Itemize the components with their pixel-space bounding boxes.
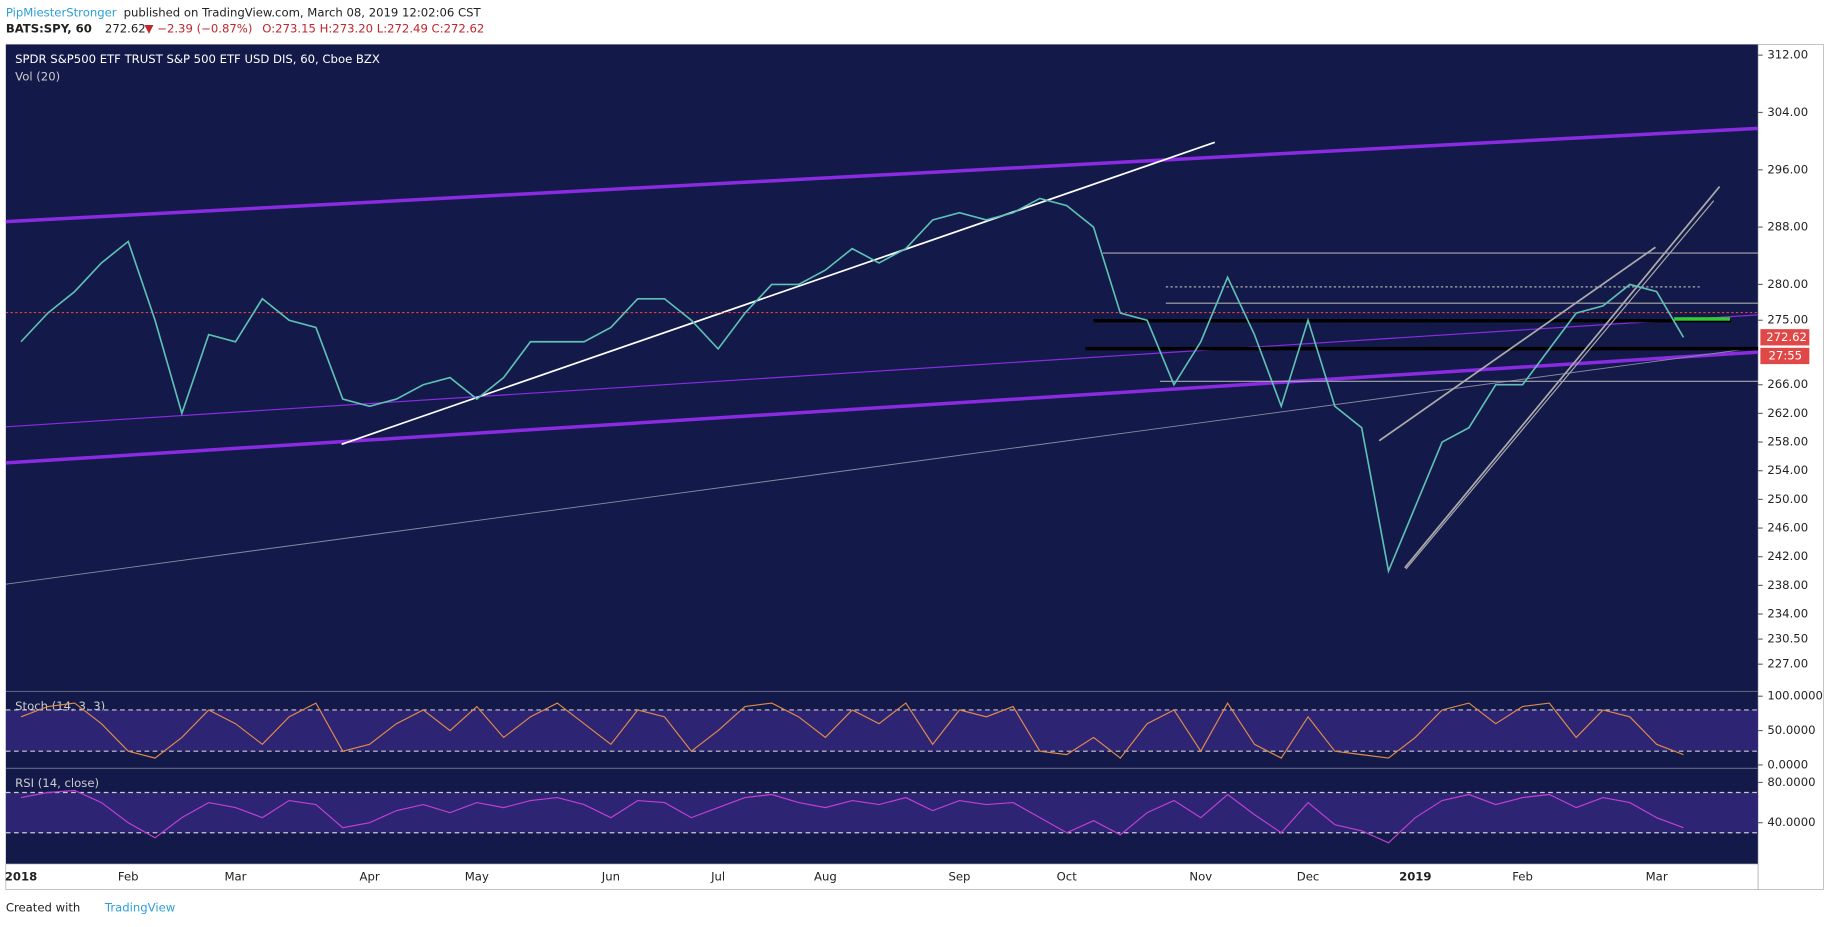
drawings (5, 126, 1759, 585)
y-tick-label: 227.00 (1767, 657, 1808, 671)
x-tick-label: Apr (359, 869, 379, 883)
y-tick-label: 258.00 (1767, 435, 1808, 449)
price-box (1760, 329, 1810, 346)
y-tick-label: 296.00 (1767, 162, 1808, 176)
series-line (20, 701, 1684, 759)
brand[interactable]: TradingView (104, 901, 176, 915)
published: published on TradingView.com, March 08, … (124, 5, 482, 19)
y-tick-label: 254.00 (1767, 463, 1808, 477)
wedge (1378, 246, 1656, 442)
last: 272.62 (105, 22, 146, 36)
x-tick-label: Aug (814, 869, 837, 883)
y-tick-label: 0.0000 (1767, 757, 1808, 771)
channel-mid (5, 314, 1759, 428)
band (5, 792, 1759, 833)
channel-bottom (5, 350, 1759, 465)
y-tick-label: 275.00 (1767, 313, 1808, 327)
y-tick-label: 312.00 (1767, 48, 1808, 62)
pane-title: SPDR S&P500 ETF TRUST S&P 500 ETF USD DI… (15, 52, 380, 66)
x-tick-label: Mar (225, 869, 247, 883)
x-tick-label: Jun (601, 869, 620, 883)
series-line (20, 197, 1685, 574)
y-tick-label: 80.0000 (1767, 775, 1815, 789)
author[interactable]: PipMiesterStronger (6, 5, 117, 19)
trend-line (341, 141, 1216, 446)
x-tick-label: Sep (948, 869, 970, 883)
price-label: 272.62 (1766, 330, 1807, 344)
y-tick-label: 262.00 (1767, 406, 1808, 420)
pane-title: RSI (14, close) (15, 776, 99, 790)
y-tick-label: 288.00 (1767, 220, 1808, 234)
y-tick-label: 238.00 (1767, 578, 1808, 592)
x-tick-label: Feb (118, 869, 139, 883)
wedge (1405, 200, 1715, 570)
x-tick-label: 2018 (5, 869, 37, 883)
target (1674, 317, 1731, 321)
change: ▼ −2.39 (−0.87%) (145, 22, 253, 36)
x-tick-label: May (465, 869, 489, 883)
y-tick-label: 250.00 (1767, 492, 1808, 506)
x-tick-label: Mar (1646, 869, 1668, 883)
y-tick-label: 242.00 (1767, 549, 1808, 563)
y-tick-label: 266.00 (1767, 377, 1808, 391)
x-tick-label: Nov (1189, 869, 1212, 883)
y-tick-label: 40.0000 (1767, 815, 1815, 829)
y-tick-label: 230.50 (1767, 632, 1808, 646)
price-axis (1757, 44, 1824, 890)
long-trend (5, 347, 1759, 585)
x-tick-label: Oct (1057, 869, 1078, 883)
y-tick-label: 304.00 (1767, 105, 1808, 119)
x-tick-label: Jul (710, 869, 725, 883)
y-tick-label: 100.0000 (1767, 689, 1823, 703)
x-tick-label: Dec (1297, 869, 1320, 883)
ohlc: O:273.15 H:273.20 L:272.49 C:272.62 (262, 22, 484, 36)
pane-subtitle: Vol (20) (15, 70, 60, 84)
time-axis (5, 863, 1759, 890)
y-tick-label: 234.00 (1767, 607, 1808, 621)
band (5, 709, 1759, 752)
x-tick-label: Feb (1512, 869, 1533, 883)
symbol: BATS:SPY, 60 (6, 22, 92, 36)
wedge (1404, 186, 1721, 569)
y-tick-label: 50.0000 (1767, 723, 1815, 737)
countdown-box (1760, 347, 1810, 365)
channel-top (5, 126, 1759, 224)
footer: Created with (6, 901, 80, 915)
x-tick-label: 2019 (1399, 869, 1431, 883)
countdown: 27:55 (1769, 348, 1803, 362)
y-tick-label: 246.00 (1767, 521, 1808, 535)
y-tick-label: 280.00 (1767, 277, 1808, 291)
series-line (20, 789, 1684, 844)
